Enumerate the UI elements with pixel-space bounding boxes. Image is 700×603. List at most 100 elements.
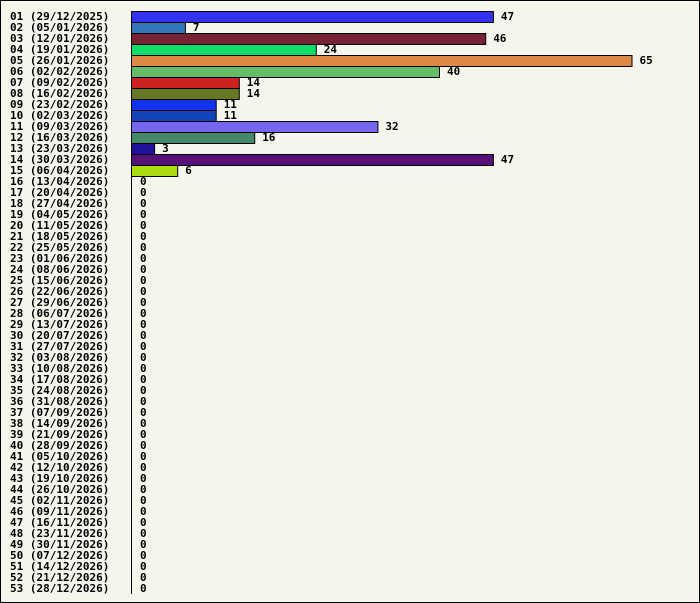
bar (131, 121, 379, 133)
category-label: 27 (29/06/2026) (10, 296, 109, 309)
bar (131, 143, 156, 155)
bar (131, 66, 440, 78)
category-label: 43 (19/10/2026) (10, 472, 109, 485)
bar (131, 165, 179, 177)
value-label: 0 (140, 318, 147, 331)
category-label: 25 (15/06/2026) (10, 274, 109, 287)
value-label: 16 (262, 131, 276, 144)
bar (131, 11, 494, 23)
category-label: 28 (06/07/2026) (10, 307, 109, 320)
value-label: 0 (140, 472, 147, 485)
value-label: 0 (140, 252, 147, 265)
category-label: 45 (02/11/2026) (10, 494, 109, 507)
category-label: 07 (09/02/2026) (10, 76, 109, 89)
category-label: 29 (13/07/2026) (10, 318, 109, 331)
value-label: 0 (140, 538, 147, 551)
category-label: 32 (03/08/2026) (10, 351, 109, 364)
value-label: 40 (447, 65, 460, 78)
category-label: 19 (04/05/2026) (10, 208, 109, 221)
value-label: 0 (140, 362, 147, 375)
bar (131, 110, 217, 122)
category-label: 39 (21/09/2026) (10, 428, 109, 441)
bar (131, 132, 256, 144)
value-label: 0 (140, 186, 147, 199)
category-label: 18 (27/04/2026) (10, 197, 109, 210)
value-label: 0 (140, 340, 147, 353)
category-label: 44 (26/10/2026) (10, 483, 109, 496)
value-label: 0 (140, 175, 147, 188)
bar (131, 99, 217, 111)
category-label: 50 (07/12/2026) (10, 549, 109, 562)
value-label: 0 (140, 494, 147, 507)
category-label: 13 (23/03/2026) (10, 142, 109, 155)
value-label: 0 (140, 439, 147, 452)
category-label: 15 (06/04/2026) (10, 164, 109, 177)
category-label: 24 (08/06/2026) (10, 263, 109, 276)
category-label: 52 (21/12/2026) (10, 571, 109, 584)
value-label: 0 (140, 285, 147, 298)
value-label: 46 (493, 32, 507, 45)
value-label: 7 (193, 21, 200, 34)
category-label: 06 (02/02/2026) (10, 65, 109, 78)
value-label: 0 (140, 307, 147, 320)
category-label: 41 (05/10/2026) (10, 450, 109, 463)
category-label: 22 (25/05/2026) (10, 241, 109, 254)
value-label: 47 (501, 153, 514, 166)
value-label: 24 (324, 43, 338, 56)
value-label: 47 (501, 10, 514, 23)
bar (131, 44, 317, 56)
category-label: 30 (20/07/2026) (10, 329, 109, 342)
category-label: 04 (19/01/2026) (10, 43, 109, 56)
category-label: 03 (12/01/2026) (10, 32, 109, 45)
category-label: 33 (10/08/2026) (10, 362, 109, 375)
category-label: 09 (23/02/2026) (10, 98, 109, 111)
category-label: 47 (16/11/2026) (10, 516, 109, 529)
category-label: 40 (28/09/2026) (10, 439, 109, 452)
category-label: 37 (07/09/2026) (10, 406, 109, 419)
category-label: 21 (18/05/2026) (10, 230, 109, 243)
value-label: 0 (140, 549, 147, 562)
category-label: 53 (28/12/2026) (10, 582, 109, 595)
category-label: 17 (20/04/2026) (10, 186, 109, 199)
category-label: 34 (17/08/2026) (10, 373, 109, 386)
value-label: 0 (140, 263, 147, 276)
category-label: 48 (23/11/2026) (10, 527, 109, 540)
value-label: 0 (140, 384, 147, 397)
value-label: 0 (140, 197, 147, 210)
value-label: 0 (140, 406, 147, 419)
category-label: 51 (14/12/2026) (10, 560, 109, 573)
value-label: 0 (140, 296, 147, 309)
bar (131, 33, 487, 45)
value-label: 0 (140, 571, 147, 584)
category-label: 31 (27/07/2026) (10, 340, 109, 353)
value-label: 0 (140, 428, 147, 441)
bar (131, 77, 240, 89)
category-label: 36 (31/08/2026) (10, 395, 109, 408)
value-label: 0 (140, 329, 147, 342)
bar (131, 22, 186, 34)
value-label: 0 (140, 395, 147, 408)
value-label: 0 (140, 582, 147, 595)
value-label: 0 (140, 274, 147, 287)
value-label: 0 (140, 450, 147, 463)
value-label: 0 (140, 241, 147, 254)
value-label: 11 (224, 109, 238, 122)
category-label: 42 (12/10/2026) (10, 461, 109, 474)
value-label: 0 (140, 483, 147, 496)
value-label: 6 (185, 164, 192, 177)
category-label: 08 (16/02/2026) (10, 87, 109, 100)
value-label: 32 (385, 120, 398, 133)
category-label: 49 (30/11/2026) (10, 538, 109, 551)
bar (131, 154, 494, 166)
category-label: 05 (26/01/2026) (10, 54, 109, 67)
value-label: 0 (140, 560, 147, 573)
category-label: 11 (09/03/2026) (10, 120, 109, 133)
value-label: 14 (247, 87, 261, 100)
value-label: 0 (140, 208, 147, 221)
value-label: 0 (140, 516, 147, 529)
category-label: 38 (14/09/2026) (10, 417, 109, 430)
value-label: 65 (640, 54, 653, 67)
category-label: 02 (05/01/2026) (10, 21, 109, 34)
category-label: 16 (13/04/2026) (10, 175, 109, 188)
